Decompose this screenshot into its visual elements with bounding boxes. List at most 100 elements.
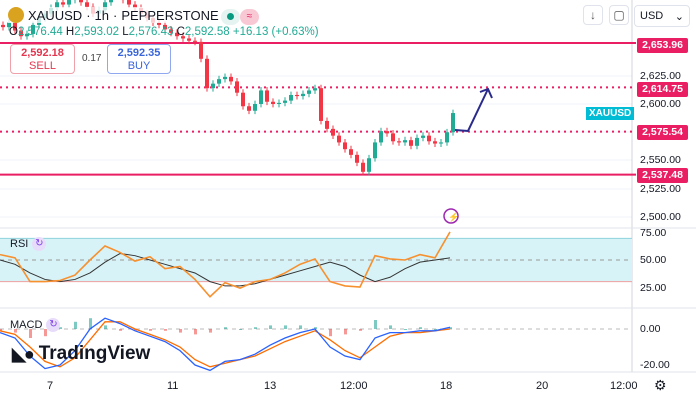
macd-histogram-bar (119, 329, 122, 331)
separator: · (86, 7, 91, 23)
rsi-tick: 75.00 (640, 227, 667, 239)
currency-select[interactable]: USD ⌄ (634, 5, 690, 27)
candle (451, 113, 455, 133)
candle (271, 101, 275, 104)
candle (1, 24, 5, 28)
time-tick: 11 (167, 380, 179, 392)
forecast-arrow (454, 87, 493, 133)
macd-histogram-bar (194, 329, 197, 335)
macd-histogram-bar (329, 329, 332, 337)
ohlc-readout: O2,576.44 H2,593.02 L2,576.43 C2,592.58 … (9, 26, 319, 38)
candle (187, 38, 191, 41)
candle (283, 100, 287, 103)
candle (55, 2, 59, 8)
candle (181, 36, 185, 39)
macd-histogram-bar (344, 329, 347, 335)
macd-histogram-bar (284, 325, 287, 329)
macd-histogram-bar (179, 329, 182, 333)
candle (241, 92, 245, 107)
candle (289, 94, 293, 101)
macd-histogram-bar (104, 325, 107, 329)
time-tick: 12:00 (610, 380, 638, 392)
candle (277, 102, 281, 104)
candle (421, 135, 425, 138)
macd-histogram-bar (209, 329, 212, 333)
candle (397, 141, 401, 143)
price-tick: 2,625.00 (640, 70, 681, 82)
rsi-line (0, 231, 451, 298)
interval: 1h (94, 7, 109, 23)
settings-gear-icon[interactable]: ⚙ (654, 377, 667, 393)
candle (205, 58, 209, 89)
candle (343, 142, 347, 150)
candle (307, 90, 311, 94)
delayed-data-icon[interactable]: ≈ (240, 9, 259, 25)
macd-tick: 0.00 (640, 323, 661, 335)
macd-histogram-bar (269, 325, 272, 329)
candle (355, 154, 359, 163)
macd-legend[interactable]: MACD ↻ (10, 318, 61, 332)
time-tick: 7 (47, 380, 54, 392)
candle (313, 88, 317, 91)
time-tick: 18 (440, 380, 453, 392)
macd-histogram-bar (149, 329, 152, 331)
candle (223, 76, 227, 80)
candle (379, 131, 383, 143)
level-label: 2,614.75 (637, 82, 688, 97)
candle (445, 132, 449, 143)
candle (229, 76, 233, 82)
level-label: 2,537.48 (637, 168, 688, 183)
candle (349, 149, 353, 155)
market-open-icon[interactable] (221, 9, 240, 25)
candle (103, 2, 107, 11)
candle (19, 30, 23, 37)
rsi-legend[interactable]: RSI ↻ (10, 237, 47, 251)
candle (79, 0, 83, 3)
candle (403, 140, 407, 143)
fullscreen-icon[interactable]: ▢ (609, 5, 629, 25)
spread: 0.17 (82, 53, 102, 64)
macd-histogram-bar (14, 329, 17, 333)
macd-histogram-bar (0, 329, 2, 331)
rsi-tick: 25.00 (640, 282, 667, 294)
candle (85, 2, 89, 7)
candle (199, 41, 203, 59)
candle (211, 83, 215, 89)
price-tick: 2,550.00 (640, 154, 681, 166)
macd-histogram-bar (239, 329, 242, 330)
candle (133, 4, 137, 8)
time-tick: 12:00 (340, 380, 368, 392)
tv-logo-icon: ◣● (12, 343, 35, 364)
level-label: 2,653.96 (637, 38, 688, 53)
candle (439, 142, 443, 144)
macd-histogram-bar (89, 318, 92, 329)
download-icon[interactable]: ↓ (583, 5, 603, 25)
candle (163, 24, 167, 30)
chevron-down-icon: ⌄ (674, 11, 684, 23)
candle (259, 90, 263, 104)
candle (7, 22, 11, 28)
candle (31, 24, 35, 34)
macd-histogram-bar (29, 329, 32, 338)
macd-histogram-bar (404, 329, 407, 330)
sell-button[interactable]: 2,592.18 SELL (10, 44, 75, 74)
candle (367, 158, 371, 172)
symbol-title[interactable]: XAUUSD · 1h · PEPPERSTONE (8, 7, 219, 23)
macd-histogram-bar (419, 327, 422, 329)
buy-button[interactable]: 2,592.35 BUY (107, 44, 171, 74)
macd-histogram-bar (299, 325, 302, 329)
tradingview-logo: ◣● TradingView (12, 343, 151, 364)
candle (169, 29, 173, 33)
candle (157, 22, 161, 25)
macd-histogram-bar (254, 327, 257, 329)
exchange: PEPPERSTONE (121, 7, 219, 23)
rsi-tick: 50.00 (640, 254, 667, 266)
lightning-icon: ⚡ (448, 211, 459, 223)
level-label: 2,575.54 (637, 125, 688, 140)
rsi-label: RSI (10, 238, 29, 250)
price-tick: 2,600.00 (640, 98, 681, 110)
separator: · (113, 7, 118, 23)
candle (25, 33, 29, 37)
macd-signal-line (0, 321, 451, 368)
